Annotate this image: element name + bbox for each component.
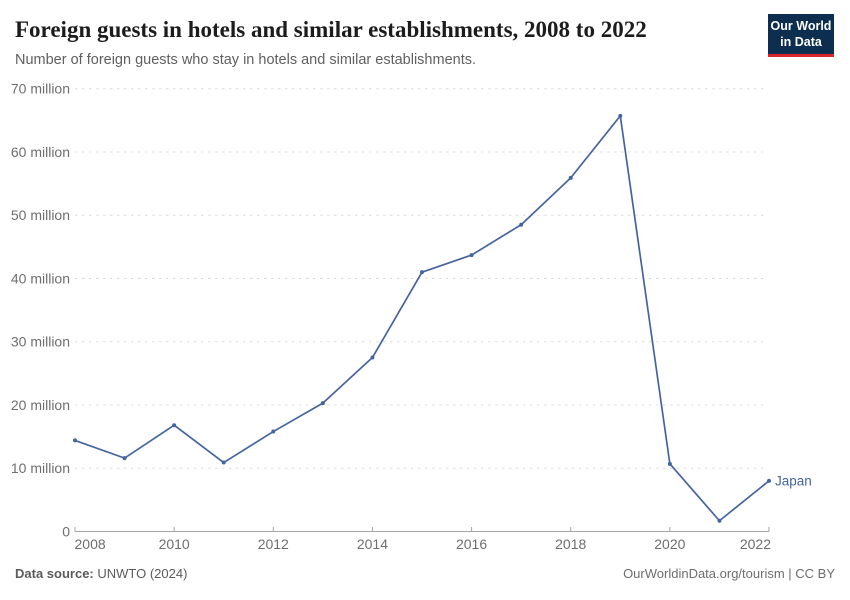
y-tick-label: 0 [62, 524, 70, 540]
credit: OurWorldinData.org/tourism | CC BY [623, 566, 835, 582]
x-tick-label: 2012 [258, 536, 289, 552]
y-tick-label: 70 million [11, 81, 70, 97]
data-point[interactable] [73, 438, 77, 443]
data-point[interactable] [717, 518, 722, 523]
license-link[interactable]: CC BY [795, 566, 835, 581]
data-point[interactable] [618, 113, 623, 118]
chart-header: Foreign guests in hotels and similar est… [0, 0, 850, 69]
data-point[interactable] [271, 429, 276, 434]
data-point[interactable] [519, 222, 524, 227]
data-point[interactable] [320, 401, 325, 406]
data-point[interactable] [221, 460, 226, 465]
data-point[interactable] [469, 253, 474, 258]
credit-separator: | [784, 566, 796, 581]
owid-link[interactable]: OurWorldinData.org/tourism [623, 566, 785, 581]
data-source-label: Data source: [15, 566, 94, 581]
x-tick-label: 2022 [740, 536, 771, 552]
data-point[interactable] [370, 355, 375, 360]
chart-title: Foreign guests in hotels and similar est… [15, 17, 647, 42]
y-tick-label: 20 million [11, 397, 70, 413]
data-point[interactable] [767, 478, 771, 483]
data-source-value: UNWTO (2024) [93, 566, 188, 581]
chart-subtitle: Number of foreign guests who stay in hot… [15, 52, 476, 68]
data-source: Data source: UNWTO (2024) [15, 566, 187, 582]
y-tick-label: 40 million [11, 270, 70, 286]
x-tick-label: 2018 [555, 536, 586, 552]
x-tick-label: 2014 [357, 536, 388, 552]
owid-logo[interactable]: Our World in Data [768, 14, 834, 57]
x-tick-label: 2010 [159, 536, 190, 552]
chart-footer: Data source: UNWTO (2024) OurWorldinData… [15, 566, 835, 582]
x-tick-label: 2016 [456, 536, 487, 552]
y-tick-label: 30 million [11, 334, 70, 350]
data-point[interactable] [568, 175, 573, 180]
y-tick-label: 60 million [11, 144, 70, 160]
x-tick-label: 2020 [654, 536, 685, 552]
entity-label[interactable]: Japan [775, 473, 812, 488]
data-point[interactable] [172, 423, 177, 428]
data-point[interactable] [420, 270, 424, 275]
y-tick-label: 10 million [11, 460, 70, 476]
trend-line[interactable] [74, 115, 770, 522]
data-point[interactable] [667, 461, 672, 466]
y-tick-label: 50 million [11, 207, 70, 223]
owid-logo-line2: in Data [780, 34, 822, 49]
x-tick-label: 2008 [75, 536, 106, 552]
owid-logo-line1: Our World [770, 19, 832, 33]
data-point[interactable] [122, 456, 127, 461]
